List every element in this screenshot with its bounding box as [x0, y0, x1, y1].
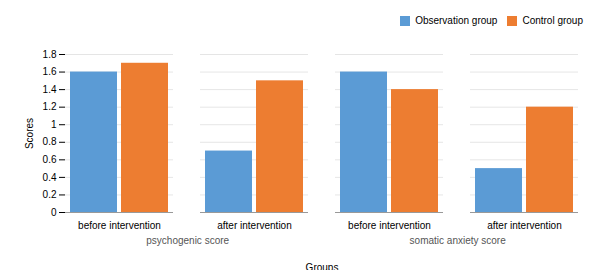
svg-text:1.4: 1.4 — [43, 84, 57, 95]
svg-text:Scores: Scores — [24, 118, 35, 149]
html-text:Control group: Control group — [522, 15, 583, 26]
svg-text:psychogenic score: psychogenic score — [146, 235, 229, 246]
svg-text:1.2: 1.2 — [43, 101, 57, 112]
svg-text:before intervention: before intervention — [348, 220, 431, 231]
svg-text:0.6: 0.6 — [43, 154, 57, 165]
svg-text:Groups: Groups — [306, 262, 339, 270]
svg-text:0.2: 0.2 — [43, 189, 57, 200]
svg-text:before intervention: before intervention — [78, 220, 161, 231]
svg-text:0: 0 — [51, 207, 57, 218]
svg-text:0.8: 0.8 — [43, 136, 57, 147]
svg-text:somatic anxiety score: somatic anxiety score — [410, 235, 507, 246]
svg-text:1: 1 — [51, 119, 57, 130]
svg-text:1.6: 1.6 — [43, 66, 57, 77]
html-text:Observation group: Observation group — [415, 15, 498, 26]
svg-text:1.8: 1.8 — [43, 49, 57, 60]
svg-text:0.4: 0.4 — [43, 172, 57, 183]
svg-text:after intervention: after intervention — [487, 220, 562, 231]
svg-text:after intervention: after intervention — [217, 220, 292, 231]
